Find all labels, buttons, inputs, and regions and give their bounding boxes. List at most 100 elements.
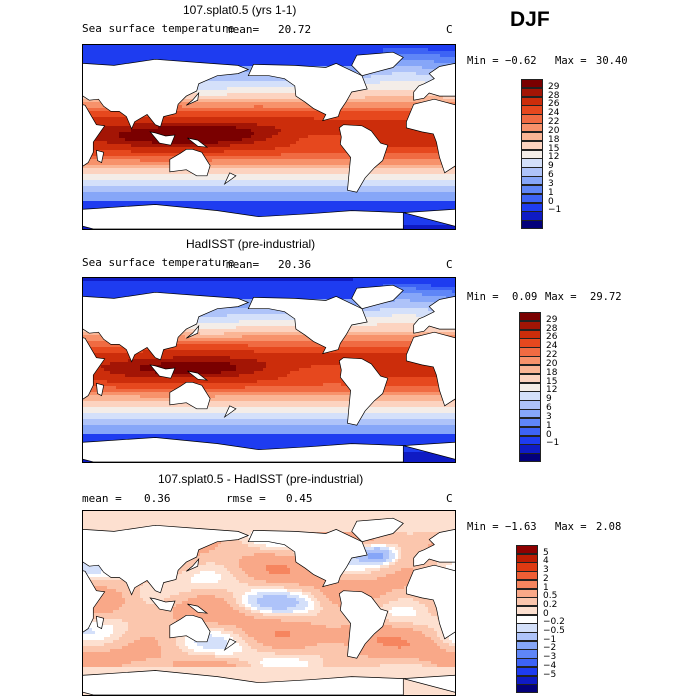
panel-2-min-label: Min = [467, 291, 499, 303]
colorbar-swatch [516, 675, 538, 685]
colorbar-swatch [521, 79, 543, 89]
colorbar-swatch [516, 614, 538, 624]
colorbar-swatch [521, 211, 543, 221]
colorbar-tick-label: 1 [546, 421, 552, 431]
colorbar-swatch [521, 87, 543, 98]
panel-2-mean-value: 20.36 [278, 258, 311, 271]
colorbar-tick-label: 1 [548, 188, 554, 198]
panel-3-min-value: −1.63 [505, 521, 537, 533]
landmass [83, 437, 404, 462]
colorbar-swatch [521, 140, 543, 151]
colorbar-swatch [519, 338, 541, 348]
landmass [406, 98, 455, 174]
colorbar-tick-label: −0.2 [543, 617, 565, 627]
panel-3-max-value: 2.08 [596, 521, 621, 533]
landmass [187, 137, 209, 148]
landmass [351, 51, 404, 77]
colorbar-tick-label: 24 [546, 341, 557, 351]
panel-3-rmse-value: 0.45 [286, 492, 313, 505]
landmass [95, 615, 105, 630]
landmass [83, 291, 250, 363]
colorbar-tick-label: 9 [548, 161, 554, 171]
colorbar-tick-label: 29 [546, 315, 557, 325]
panel-1-mean-value: 20.72 [278, 23, 311, 36]
panel-3-colorbar: 5 4 3 2 1 0.5 0.2 0 −0.2 −0.5 −1 −2 −3 −4 −5 [516, 545, 576, 694]
landmass [83, 570, 106, 633]
landmass [247, 529, 368, 588]
colorbar-swatch [516, 605, 538, 616]
panel-2-max-value: 29.72 [590, 291, 622, 303]
colorbar-tick-label: −1 [548, 205, 561, 215]
colorbar-tick-label: −2 [543, 643, 556, 653]
panel-3-title: 107.splat0.5 - HadISST (pre-industrial) [158, 472, 363, 486]
landmass [83, 104, 106, 167]
colorbar-swatch [521, 105, 543, 115]
colorbar-swatch [519, 453, 541, 463]
panel-2-map [82, 277, 456, 463]
colorbar-swatch [519, 312, 541, 322]
landmass [187, 603, 209, 614]
colorbar-tick-label: 22 [546, 350, 557, 360]
colorbar-tick-label: 3 [548, 179, 554, 189]
landmass [187, 370, 209, 381]
colorbar-tick-label: 22 [548, 117, 559, 127]
panel-1-max-value: 30.40 [596, 55, 628, 67]
colorbar-tick-label: 20 [546, 359, 557, 369]
colorbar-swatch [521, 96, 543, 106]
colorbar-swatch [516, 588, 538, 598]
colorbar-swatch [516, 623, 538, 633]
landmass [95, 149, 105, 164]
colorbar-swatch [521, 158, 543, 168]
colorbar-tick-label: 0.2 [543, 600, 557, 610]
colorbar-swatch [521, 202, 543, 212]
colorbar-swatch [519, 320, 541, 331]
colorbar-tick-label: 26 [548, 99, 559, 109]
panel-1-field-label: Sea surface temperature [82, 22, 234, 35]
colorbar-swatch [519, 400, 541, 410]
colorbar-tick-label: 12 [546, 385, 557, 395]
landmass [169, 614, 211, 643]
season-label: DJF [510, 8, 550, 32]
colorbar-tick-label: −1 [543, 635, 556, 645]
colorbar-tick-label: 6 [548, 170, 554, 180]
panel-1-units: C [446, 23, 453, 36]
colorbar-tick-label: 18 [548, 135, 559, 145]
landmass [406, 331, 455, 407]
landmass [403, 674, 455, 693]
colorbar-swatch [521, 184, 543, 195]
panel-3-map [82, 510, 456, 696]
colorbar-swatch [516, 640, 538, 650]
panel-2-colorbar: 29 28 26 24 22 20 18 15 12 9 6 3 1 0 −1 [519, 312, 579, 463]
colorbar-swatch [516, 666, 538, 677]
colorbar-tick-label: −4 [543, 661, 556, 671]
colorbar-tick-label: 12 [548, 152, 559, 162]
colorbar-swatch [516, 658, 538, 668]
landmass [351, 284, 404, 310]
colorbar-tick-label: 1 [543, 583, 549, 593]
landmass [83, 204, 404, 229]
landmass [169, 148, 211, 177]
colorbar-tick-label: 9 [546, 394, 552, 404]
landmass [413, 63, 455, 101]
colorbar-tick-label: −5 [543, 670, 556, 680]
colorbar-tick-label: 15 [548, 144, 559, 154]
landmass [403, 441, 455, 460]
colorbar-swatch [519, 444, 541, 454]
landmass [83, 337, 106, 400]
colorbar-tick-label: 29 [548, 82, 559, 92]
landmass [169, 381, 211, 410]
colorbar-swatch [521, 220, 543, 230]
colorbar-tick-label: −3 [543, 652, 556, 662]
landmass [83, 58, 250, 130]
colorbar-swatch [521, 114, 543, 124]
colorbar-tick-label: 0 [546, 430, 552, 440]
colorbar-tick-label: 3 [546, 412, 552, 422]
colorbar-swatch [519, 426, 541, 437]
landmass [149, 364, 176, 379]
landmass [338, 124, 389, 193]
colorbar-swatch [516, 579, 538, 590]
panel-1-title: 107.splat0.5 (yrs 1-1) [183, 3, 296, 17]
landmass [406, 564, 455, 640]
landmass [247, 63, 368, 122]
colorbar-swatch [519, 329, 541, 339]
